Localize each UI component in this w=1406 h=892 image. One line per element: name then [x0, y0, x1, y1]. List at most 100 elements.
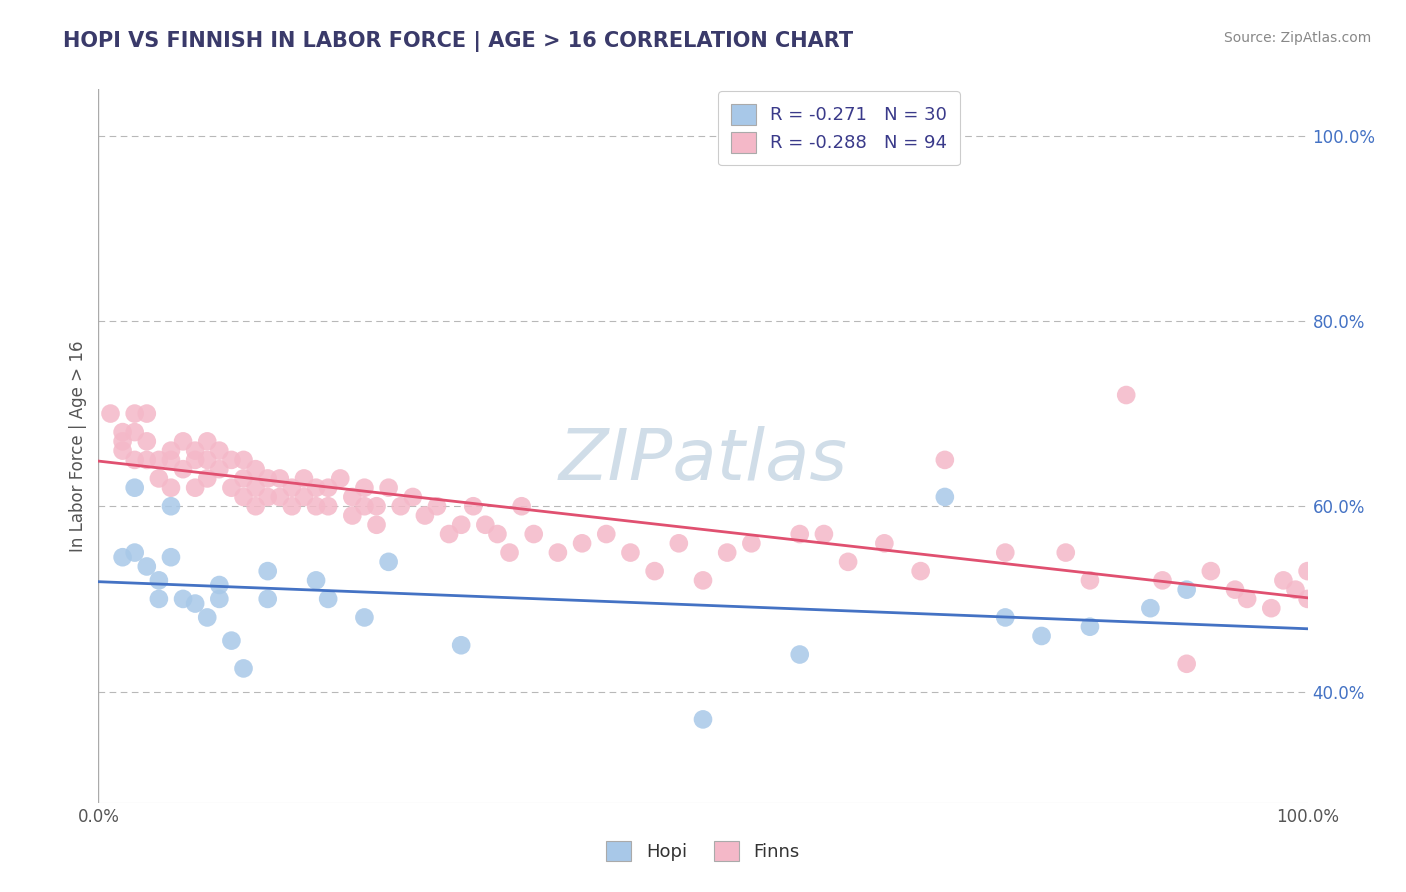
Point [1199, 564, 1222, 578]
Point [124, 453, 146, 467]
Point [1078, 620, 1101, 634]
Point [135, 434, 157, 449]
Point [160, 443, 183, 458]
Point [934, 490, 956, 504]
Point [329, 471, 352, 485]
Point [994, 610, 1017, 624]
Point [184, 481, 207, 495]
Point [172, 434, 194, 449]
Point [305, 481, 328, 495]
Point [789, 527, 811, 541]
Point [208, 443, 231, 458]
Point [1284, 582, 1306, 597]
Point [837, 555, 859, 569]
Point [1139, 601, 1161, 615]
Point [353, 481, 375, 495]
Point [450, 517, 472, 532]
Point [195, 434, 218, 449]
Point [269, 490, 291, 504]
Point [111, 443, 134, 458]
Point [100, 407, 122, 421]
Point [232, 471, 254, 485]
Point [789, 648, 811, 662]
Point [232, 453, 254, 467]
Legend: R = -0.271   N = 30, R = -0.288   N = 94: R = -0.271 N = 30, R = -0.288 N = 94 [718, 91, 960, 165]
Point [571, 536, 593, 550]
Point [281, 481, 304, 495]
Point [111, 550, 134, 565]
Point [195, 471, 218, 485]
Point [1031, 629, 1053, 643]
Point [221, 481, 243, 495]
Point [135, 559, 157, 574]
Point [450, 638, 472, 652]
Point [124, 407, 146, 421]
Point [208, 462, 231, 476]
Point [281, 500, 304, 514]
Point [232, 661, 254, 675]
Point [523, 527, 546, 541]
Point [172, 462, 194, 476]
Point [221, 633, 243, 648]
Point [1260, 601, 1282, 615]
Point [994, 545, 1017, 559]
Point [245, 500, 267, 514]
Point [184, 453, 207, 467]
Point [595, 527, 617, 541]
Point [716, 545, 738, 559]
Text: Source: ZipAtlas.com: Source: ZipAtlas.com [1223, 31, 1371, 45]
Point [366, 517, 388, 532]
Point [160, 481, 183, 495]
Text: ZIPatlas: ZIPatlas [558, 425, 848, 495]
Point [316, 591, 339, 606]
Point [245, 462, 267, 476]
Point [1078, 574, 1101, 588]
Point [1296, 591, 1319, 606]
Point [740, 536, 762, 550]
Point [135, 407, 157, 421]
Point [353, 610, 375, 624]
Point [547, 545, 569, 559]
Point [208, 578, 231, 592]
Point [377, 555, 399, 569]
Point [873, 536, 896, 550]
Point [172, 591, 194, 606]
Point [245, 481, 267, 495]
Point [135, 453, 157, 467]
Point [1152, 574, 1174, 588]
Point [256, 564, 278, 578]
Point [342, 508, 364, 523]
Point [292, 471, 315, 485]
Point [316, 481, 339, 495]
Point [402, 490, 425, 504]
Point [353, 500, 375, 514]
Point [498, 545, 520, 559]
Point [148, 591, 170, 606]
Point [426, 500, 449, 514]
Point [463, 500, 485, 514]
Point [474, 517, 496, 532]
Point [195, 453, 218, 467]
Point [934, 453, 956, 467]
Point [256, 591, 278, 606]
Point [692, 574, 714, 588]
Point [111, 434, 134, 449]
Point [232, 490, 254, 504]
Point [124, 425, 146, 439]
Point [124, 545, 146, 559]
Point [692, 712, 714, 726]
Point [124, 481, 146, 495]
Text: HOPI VS FINNISH IN LABOR FORCE | AGE > 16 CORRELATION CHART: HOPI VS FINNISH IN LABOR FORCE | AGE > 1… [63, 31, 853, 53]
Point [160, 500, 183, 514]
Point [256, 490, 278, 504]
Point [437, 527, 460, 541]
Point [148, 574, 170, 588]
Point [184, 597, 207, 611]
Point [195, 610, 218, 624]
Point [366, 500, 388, 514]
Point [148, 453, 170, 467]
Y-axis label: In Labor Force | Age > 16: In Labor Force | Age > 16 [69, 340, 87, 552]
Point [813, 527, 835, 541]
Point [342, 490, 364, 504]
Point [184, 443, 207, 458]
